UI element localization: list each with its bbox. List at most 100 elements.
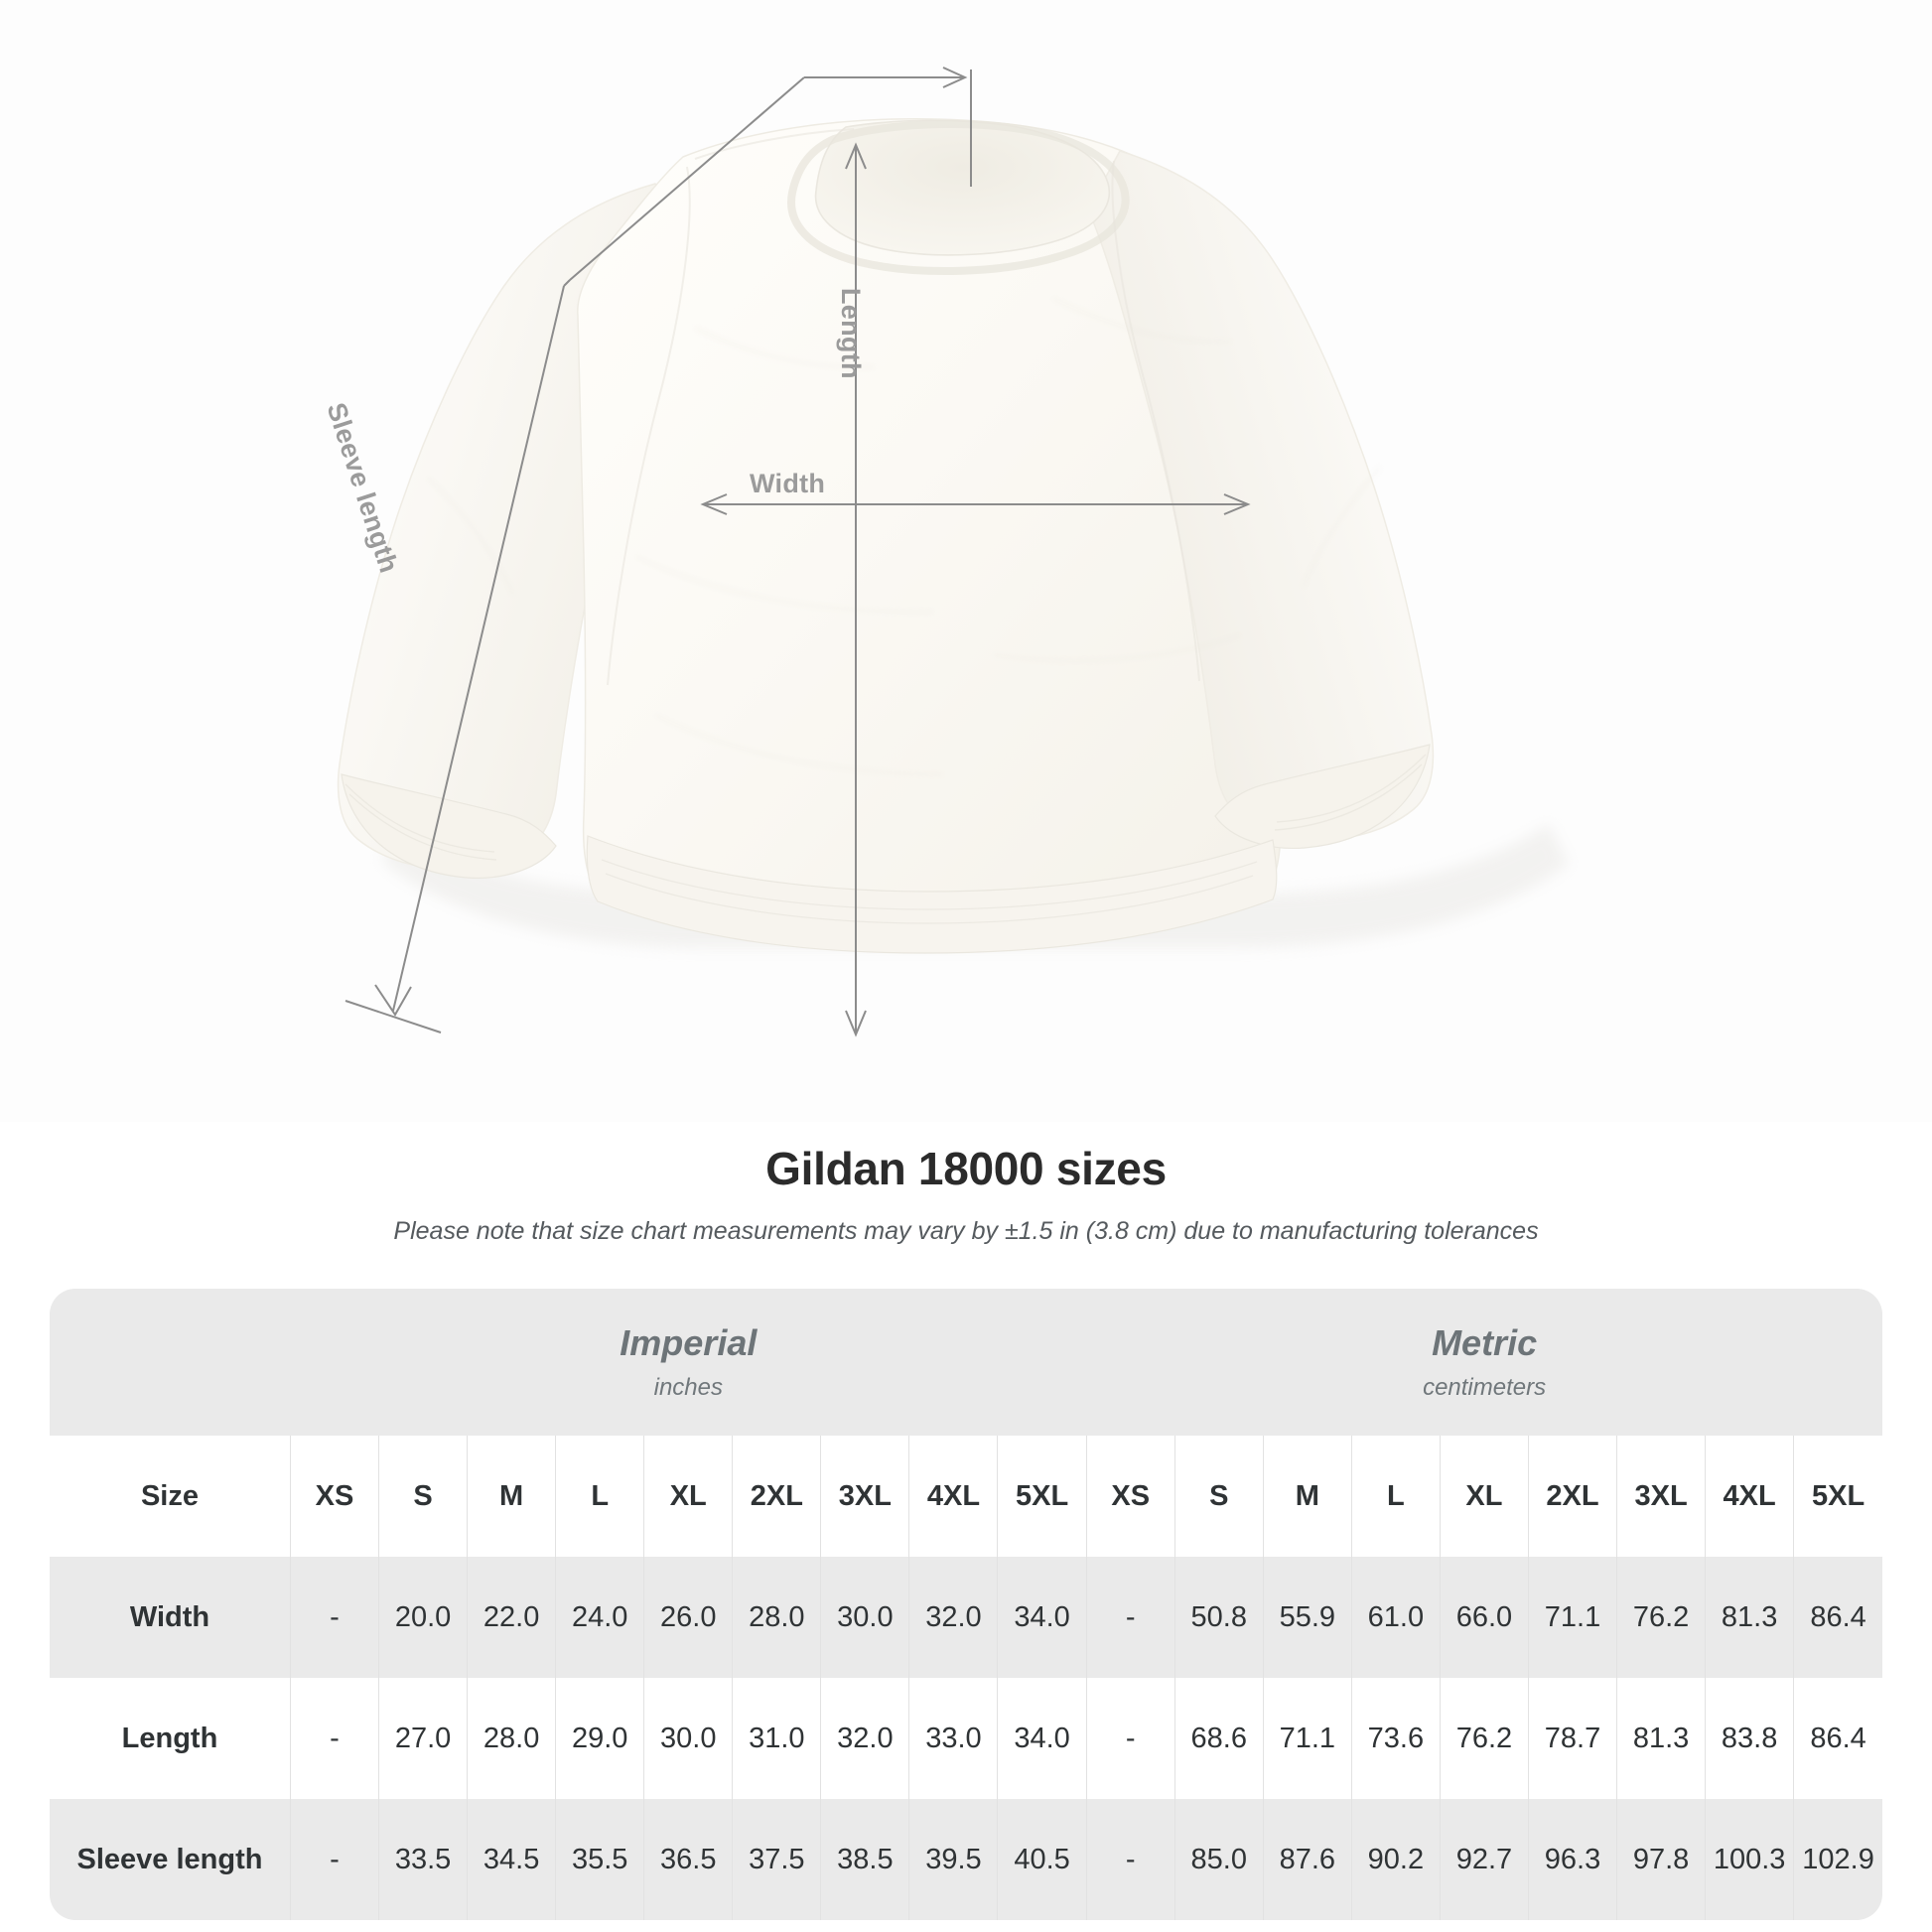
garment-diagram: Length Width Sleeve length [321,67,1569,1037]
size-header-metric-3xl: 3XL [1616,1436,1706,1557]
sleeve-imperial-5xl: 40.5 [997,1799,1087,1920]
width-metric-xs: - [1085,1557,1175,1678]
size-header-metric-5xl: 5XL [1793,1436,1882,1557]
length-imperial-xl: 30.0 [643,1678,733,1799]
width-metric-3xl: 76.2 [1616,1557,1706,1678]
size-table-container: Imperial inches Metric centimeters Size … [50,1289,1882,1920]
right-cuff-ribbing [1274,754,1427,831]
size-header-imperial-5xl: 5XL [997,1436,1087,1557]
unit-group-imperial-sub: inches [653,1374,723,1401]
width-imperial-l: 24.0 [555,1557,644,1678]
size-header-metric-l: L [1350,1436,1441,1557]
length-label: Length [836,288,866,379]
width-label: Width [750,469,826,498]
sleeve-imperial-l: 35.5 [555,1799,644,1920]
width-imperial-s: 20.0 [378,1557,468,1678]
sleeve-imperial-2xl: 37.5 [732,1799,821,1920]
length-imperial-3xl: 32.0 [820,1678,909,1799]
width-imperial-2xl: 28.0 [732,1557,821,1678]
left-cuff-ribbing [345,783,497,861]
size-header-imperial-xl: XL [643,1436,733,1557]
sleeve-metric-m: 87.6 [1262,1799,1352,1920]
size-header-imperial-2xl: 2XL [732,1436,821,1557]
sleeve-imperial-s: 33.5 [378,1799,468,1920]
unit-group-metric: Metric centimeters [1086,1289,1882,1436]
length-metric-xs: - [1085,1678,1175,1799]
fabric-folds [426,296,1381,776]
sleeve-imperial-xl: 36.5 [643,1799,733,1920]
length-metric-4xl: 83.8 [1705,1678,1794,1799]
width-imperial-m: 22.0 [467,1557,556,1678]
hem-ribbing [601,859,1258,924]
length-metric-2xl: 78.7 [1527,1678,1617,1799]
width-metric-xl: 66.0 [1439,1557,1529,1678]
left-cuff [341,773,557,880]
unit-spacer-cell [50,1289,291,1436]
length-metric-l: 73.6 [1350,1678,1441,1799]
sleeve-metric-xl: 92.7 [1439,1799,1529,1920]
row-label-sleeve-length: Sleeve length [50,1799,291,1920]
length-imperial-s: 27.0 [378,1678,468,1799]
shoulder-seams [607,128,1200,686]
size-header-imperial-xs: XS [289,1436,379,1557]
row-label-length: Length [50,1678,291,1799]
tolerance-note: Please note that size chart measurements… [393,1217,1539,1245]
width-imperial-xl: 26.0 [643,1557,733,1678]
length-imperial-5xl: 34.0 [997,1678,1087,1799]
size-header-metric-s: S [1173,1436,1264,1557]
length-imperial-2xl: 31.0 [732,1678,821,1799]
size-header-label: Size [50,1436,291,1557]
unit-group-metric-name: Metric [1432,1322,1538,1363]
size-table: Imperial inches Metric centimeters Size … [50,1289,1882,1920]
sleeve-imperial-xs: - [289,1799,379,1920]
size-header-row: Size XS S M L XL 2XL 3XL 4XL 5XL XS S M … [50,1436,1882,1557]
width-imperial-xs: - [289,1557,379,1678]
length-imperial-m: 28.0 [467,1678,556,1799]
width-metric-l: 61.0 [1350,1557,1441,1678]
size-header-imperial-s: S [378,1436,468,1557]
length-measure-line [845,142,867,1037]
page-title: Gildan 18000 sizes [765,1143,1167,1194]
size-header-imperial-4xl: 4XL [908,1436,998,1557]
width-imperial-5xl: 34.0 [997,1557,1087,1678]
title-block: Gildan 18000 sizes Please note that size… [0,1142,1932,1246]
size-header-imperial-3xl: 3XL [820,1436,909,1557]
sleeve-metric-xs: - [1085,1799,1175,1920]
length-metric-s: 68.6 [1173,1678,1264,1799]
sleeve-metric-5xl: 102.9 [1793,1799,1882,1920]
unit-group-imperial-name: Imperial [620,1322,758,1363]
unit-group-imperial: Imperial inches [290,1289,1087,1436]
width-imperial-3xl: 30.0 [820,1557,909,1678]
size-header-imperial-m: M [467,1436,556,1557]
row-label-width: Width [50,1557,291,1678]
length-metric-m: 71.1 [1262,1678,1352,1799]
size-header-metric-m: M [1262,1436,1352,1557]
size-header-metric-2xl: 2XL [1527,1436,1617,1557]
width-metric-s: 50.8 [1173,1557,1264,1678]
table-row-length: Length - 27.0 28.0 29.0 30.0 31.0 32.0 3… [50,1678,1882,1799]
sweatshirt-illustration [337,67,1569,1037]
size-header-metric-xs: XS [1085,1436,1175,1557]
length-imperial-4xl: 33.0 [908,1678,998,1799]
sleeve-imperial-3xl: 38.5 [820,1799,909,1920]
sleeve-imperial-m: 34.5 [467,1799,556,1920]
length-imperial-xs: - [289,1678,379,1799]
sleeve-metric-l: 90.2 [1350,1799,1441,1920]
sleeve-imperial-4xl: 39.5 [908,1799,998,1920]
sleeve-metric-4xl: 100.3 [1705,1799,1794,1920]
width-metric-m: 55.9 [1262,1557,1352,1678]
sleeve-metric-3xl: 97.8 [1616,1799,1706,1920]
right-cuff [1214,744,1431,850]
table-row-width: Width - 20.0 22.0 24.0 26.0 28.0 30.0 32… [50,1557,1882,1678]
right-sleeve [1087,150,1435,841]
width-metric-5xl: 86.4 [1793,1557,1882,1678]
size-header-metric-4xl: 4XL [1705,1436,1794,1557]
length-imperial-l: 29.0 [555,1678,644,1799]
table-row-sleeve-length: Sleeve length - 33.5 34.5 35.5 36.5 37.5… [50,1799,1882,1920]
width-imperial-4xl: 32.0 [908,1557,998,1678]
width-metric-2xl: 71.1 [1527,1557,1617,1678]
length-metric-xl: 76.2 [1439,1678,1529,1799]
bottom-hem [586,835,1278,954]
sleeve-measure-line [345,67,972,1034]
